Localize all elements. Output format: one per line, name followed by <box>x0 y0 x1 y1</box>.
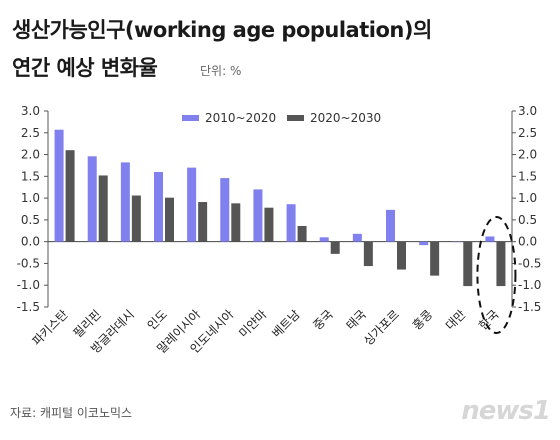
bar-series2 <box>363 241 373 267</box>
chart-title-line-2: 연간 예상 변화율 <box>12 56 158 80</box>
y-tick-label-left: 0.5 <box>21 213 40 227</box>
legend-label-series1: 2010~2020 <box>205 111 276 125</box>
y-tick-label-left: -1.5 <box>17 300 40 314</box>
legend-label-series2: 2020~2030 <box>310 111 381 125</box>
y-tick-label-left: 1.0 <box>21 191 40 205</box>
bar-series1 <box>386 209 395 242</box>
bar-series2 <box>131 195 141 242</box>
bar-series2 <box>397 241 406 270</box>
bar-series1 <box>154 171 163 242</box>
bar-series1 <box>220 178 230 242</box>
y-tick-label-left: 1.5 <box>21 169 40 183</box>
bar-series1 <box>419 241 429 246</box>
bar-series2 <box>430 241 440 276</box>
bar-series1 <box>452 241 462 243</box>
category-label: 태국 <box>343 307 369 333</box>
bar-series1 <box>286 204 296 242</box>
bar-series2 <box>463 241 473 287</box>
legend-swatch-series1 <box>182 115 199 121</box>
legend-swatch-series2 <box>287 115 304 121</box>
highlight-ellipse <box>476 216 517 334</box>
bar-series2 <box>297 225 307 242</box>
category-label: 인도 <box>145 307 171 333</box>
y-tick-label-right: -0.5 <box>518 256 541 270</box>
bar-series2 <box>198 202 208 242</box>
y-tick-label-right: 1.0 <box>518 191 537 205</box>
bar-series2 <box>98 175 108 242</box>
y-tick-label-right: 0.5 <box>518 213 537 227</box>
bar-series1 <box>485 236 495 242</box>
news1-logo: news1 <box>461 396 551 426</box>
bar-series1 <box>87 156 97 242</box>
category-label: 대만 <box>443 307 469 333</box>
bar-series2 <box>330 241 340 254</box>
bar-series1 <box>54 129 64 242</box>
category-label: 홍콩 <box>410 307 436 333</box>
y-tick-label-right: -1.5 <box>518 300 541 314</box>
unit-label: 단위: % <box>200 64 242 78</box>
bar-series2 <box>264 207 274 242</box>
bar-series1 <box>352 233 362 242</box>
bar-series1 <box>319 237 329 242</box>
y-tick-label-left: -0.5 <box>17 256 40 270</box>
category-label: 미얀마 <box>236 307 269 340</box>
bar-series2 <box>65 150 75 242</box>
y-tick-label-left: 3.0 <box>21 104 40 118</box>
bar-series2 <box>496 241 506 287</box>
bar-series1 <box>253 189 263 242</box>
bar-series2 <box>231 203 241 242</box>
y-tick-label-right: -1.0 <box>518 278 541 292</box>
y-tick-label-left: -1.0 <box>17 278 40 292</box>
y-tick-label-right: 0.0 <box>518 235 537 249</box>
bar-series1 <box>120 162 130 242</box>
category-label: 베트남 <box>269 307 302 340</box>
bar-series1 <box>187 167 197 242</box>
bar-series2 <box>165 197 174 242</box>
category-label: 싱가포르 <box>361 307 402 348</box>
y-tick-label-left: 2.5 <box>21 126 40 140</box>
y-tick-label-right: 2.5 <box>518 126 537 140</box>
y-tick-label-left: 2.0 <box>21 148 40 162</box>
y-tick-label-right: 1.5 <box>518 169 537 183</box>
y-tick-label-left: 0.0 <box>21 235 40 249</box>
chart-title-line-1: 생산가능인구(working age population)의 <box>12 18 432 42</box>
category-label: 중국 <box>310 307 336 333</box>
y-tick-label-right: 2.0 <box>518 148 537 162</box>
y-tick-label-right: 3.0 <box>518 104 537 118</box>
source-note: 자료: 캐피털 이코노믹스 <box>10 406 133 420</box>
